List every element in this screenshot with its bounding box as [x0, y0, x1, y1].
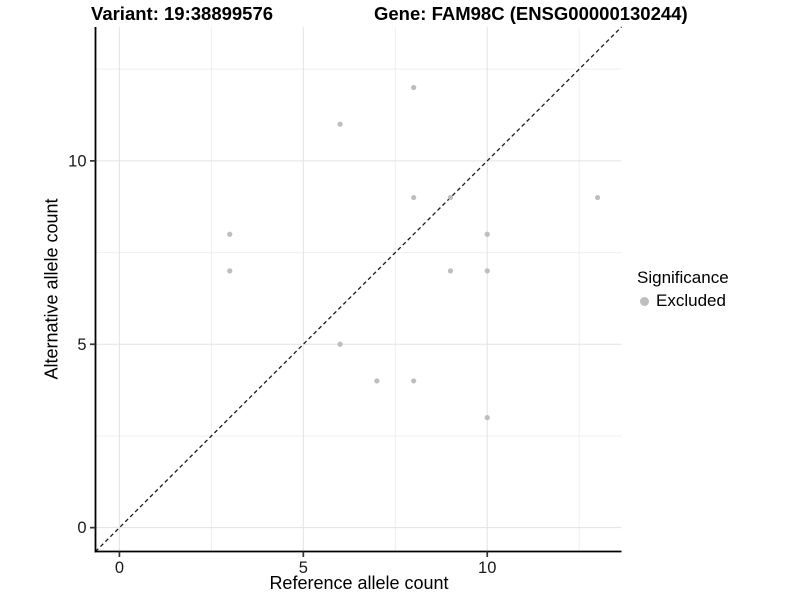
y-tick-label: 10 [68, 152, 86, 170]
data-point [484, 231, 490, 237]
x-tick-label: 0 [115, 559, 124, 577]
identity-dashed-line [95, 26, 622, 552]
data-point [484, 415, 490, 421]
data-point [594, 194, 601, 201]
legend-title: Significance [637, 268, 729, 287]
x-axis-title: Reference allele count [269, 573, 449, 593]
legend: Significance Excluded [637, 268, 729, 311]
variant-title: Variant: 19:38899576 [91, 3, 274, 24]
data-point [227, 268, 233, 274]
y-tick-label: 0 [77, 519, 86, 537]
gene-title: Gene: FAM98C (ENSG00000130244) [374, 3, 688, 24]
data-point [411, 194, 417, 201]
data-point [374, 378, 380, 384]
data-point [484, 268, 490, 274]
legend-item-excluded: Excluded [637, 291, 729, 311]
data-point [337, 341, 343, 347]
data-point [337, 121, 343, 127]
data-point [447, 268, 454, 274]
data-point [227, 231, 233, 237]
x-tick-label: 5 [299, 559, 308, 577]
data-point [411, 84, 417, 91]
y-axis-title: Alternative allele count [41, 198, 62, 380]
data-point [447, 194, 454, 201]
y-tick-label: 5 [77, 336, 86, 354]
excluded-point-icon [640, 296, 649, 306]
x-tick-label: 10 [478, 559, 496, 577]
data-point [411, 378, 417, 384]
legend-item-label: Excluded [656, 291, 726, 310]
